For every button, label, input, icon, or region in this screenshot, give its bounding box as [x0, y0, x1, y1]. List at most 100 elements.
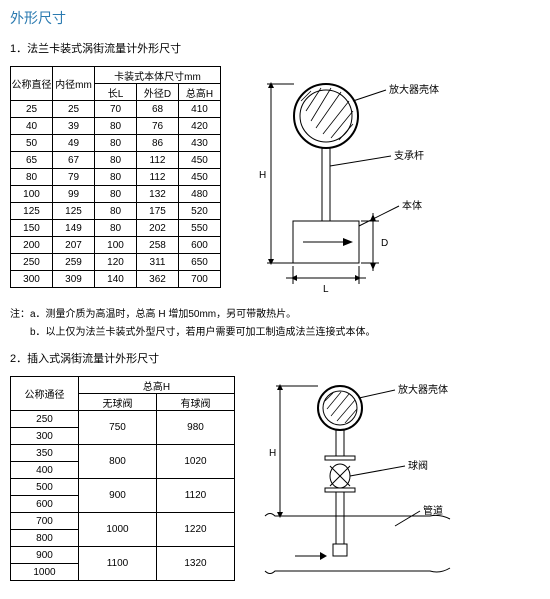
table-cell: 1020: [157, 445, 235, 479]
table-cell: 300: [11, 428, 79, 445]
section2-content: 公称通径 总高H 无球阀 有球阀 25075098030035080010204…: [10, 376, 540, 591]
table-row: 公称通径 总高H: [11, 377, 235, 394]
table-row: 250750980: [11, 411, 235, 428]
table-cell: 120: [95, 254, 137, 271]
table-cell: 25: [11, 101, 53, 118]
table-cell: 49: [53, 135, 95, 152]
table-cell: 200: [11, 237, 53, 254]
table-row: 3508001020: [11, 445, 235, 462]
table-cell: 700: [179, 271, 221, 288]
table-cell: 80: [95, 118, 137, 135]
table-cell: 550: [179, 220, 221, 237]
table-cell: 450: [179, 169, 221, 186]
label-d: D: [381, 238, 388, 249]
table-flange: 公称直径 内径mm 卡装式本体尺寸mm 长L 外径D 总高H 252570684…: [10, 66, 221, 288]
table-cell: 480: [179, 186, 221, 203]
table-cell: 68: [137, 101, 179, 118]
table-cell: 207: [53, 237, 95, 254]
table-cell: 100: [95, 237, 137, 254]
table-row: 40398076420: [11, 118, 221, 135]
table-cell: 410: [179, 101, 221, 118]
table-cell: 300: [11, 271, 53, 288]
table-cell: 520: [179, 203, 221, 220]
table-cell: 100: [11, 186, 53, 203]
table-cell: 80: [95, 220, 137, 237]
table-cell: 40: [11, 118, 53, 135]
label-pipe: 管道: [423, 504, 443, 517]
label-valve: 球阀: [408, 459, 428, 472]
table-cell: 800: [11, 530, 79, 547]
section1-content: 公称直径 内径mm 卡装式本体尺寸mm 长L 外径D 总高H 252570684…: [10, 66, 540, 306]
diagram-insert: H 放大器壳体 球阀 管道: [245, 376, 540, 591]
label-l: L: [323, 284, 329, 295]
table-cell: 112: [137, 169, 179, 186]
table-row: 12512580175520: [11, 203, 221, 220]
table-cell: 67: [53, 152, 95, 169]
th-group2: 总高H: [79, 377, 235, 394]
table-insert: 公称通径 总高H 无球阀 有球阀 25075098030035080010204…: [10, 376, 235, 581]
table-cell: 65: [11, 152, 53, 169]
table-cell: 400: [11, 462, 79, 479]
table-cell: 79: [53, 169, 95, 186]
table-cell: 700: [11, 513, 79, 530]
table-cell: 112: [137, 152, 179, 169]
table-cell: 311: [137, 254, 179, 271]
th-h: 总高H: [179, 84, 221, 101]
label-h: H: [259, 170, 266, 181]
table-row: 300309140362700: [11, 271, 221, 288]
label-amplifier2: 放大器壳体: [398, 383, 448, 396]
table-row: 50498086430: [11, 135, 221, 152]
section1-title: 1．法兰卡装式涡街流量计外形尺寸: [10, 40, 540, 56]
note-b: b．以上仅为法兰卡装式外型尺寸，若用户需要可加工制造成法兰连接式本体。: [10, 324, 540, 342]
label-amplifier: 放大器壳体: [389, 83, 439, 96]
table-cell: 350: [11, 445, 79, 462]
table-row: 70010001220: [11, 513, 235, 530]
table-cell: 86: [137, 135, 179, 152]
table-cell: 1100: [79, 547, 157, 581]
table-cell: 175: [137, 203, 179, 220]
notes: 注：a．测量介质为高温时，总高 H 增加50mm，另可带散热片。 b．以上仅为法…: [10, 306, 540, 342]
table-cell: 258: [137, 237, 179, 254]
table-cell: 450: [179, 152, 221, 169]
table-cell: 80: [95, 186, 137, 203]
table-cell: 600: [179, 237, 221, 254]
section2-table-wrap: 公称通径 总高H 无球阀 有球阀 25075098030035080010204…: [10, 376, 235, 587]
th-group: 卡装式本体尺寸mm: [95, 67, 221, 84]
table-cell: 500: [11, 479, 79, 496]
table-row: 250259120311650: [11, 254, 221, 271]
label-h2: H: [269, 448, 276, 459]
section2-title: 2．插入式涡街流量计外形尺寸: [10, 350, 540, 366]
table-cell: 125: [53, 203, 95, 220]
table-cell: 900: [11, 547, 79, 564]
th-dn: 公称直径: [11, 67, 53, 101]
table-cell: 80: [95, 135, 137, 152]
table-row: 15014980202550: [11, 220, 221, 237]
th-wv: 有球阀: [157, 394, 235, 411]
table-cell: 39: [53, 118, 95, 135]
table-cell: 362: [137, 271, 179, 288]
table-cell: 70: [95, 101, 137, 118]
table-cell: 1000: [11, 564, 79, 581]
th-d: 外径D: [137, 84, 179, 101]
table-cell: 132: [137, 186, 179, 203]
table-cell: 140: [95, 271, 137, 288]
table-cell: 600: [11, 496, 79, 513]
th-l: 长L: [95, 84, 137, 101]
table-row: 1009980132480: [11, 186, 221, 203]
table-cell: 76: [137, 118, 179, 135]
table-cell: 50: [11, 135, 53, 152]
table-cell: 250: [11, 411, 79, 428]
diagram-flange: D H L 放大器壳体 支承杆 本体: [231, 66, 540, 306]
table-cell: 149: [53, 220, 95, 237]
table-cell: 1320: [157, 547, 235, 581]
table-cell: 1220: [157, 513, 235, 547]
table-cell: 430: [179, 135, 221, 152]
table-cell: 80: [95, 169, 137, 186]
table-row: 807980112450: [11, 169, 221, 186]
table-row: 90011001320: [11, 547, 235, 564]
table-cell: 80: [11, 169, 53, 186]
table-cell: 80: [95, 203, 137, 220]
table-cell: 1000: [79, 513, 157, 547]
table-cell: 980: [157, 411, 235, 445]
th-id: 内径mm: [53, 67, 95, 101]
